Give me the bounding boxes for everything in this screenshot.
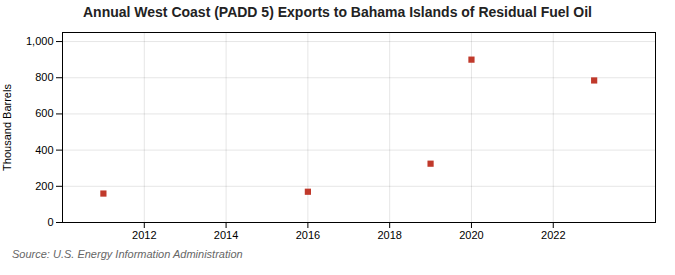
svg-text:2020: 2020 [459,229,483,241]
html-text:Annual West Coast (PADD 5) Exp: Annual West Coast (PADD 5) Exports to Ba… [83,4,592,20]
svg-text:0: 0 [47,216,53,228]
svg-text:2022: 2022 [541,229,565,241]
svg-text:2016: 2016 [296,229,320,241]
svg-text:2012: 2012 [132,229,156,241]
html-text:Source: U.S. Energy Informatio: Source: U.S. Energy Information Administ… [12,248,243,260]
svg-text:2014: 2014 [214,229,238,241]
svg-text:1,000: 1,000 [26,35,54,47]
svg-text:200: 200 [35,180,53,192]
svg-text:2018: 2018 [377,229,401,241]
svg-text:800: 800 [35,71,53,83]
svg-text:400: 400 [35,144,53,156]
svg-text:600: 600 [35,107,53,119]
svg-text:Thousand Barrels: Thousand Barrels [1,84,13,171]
